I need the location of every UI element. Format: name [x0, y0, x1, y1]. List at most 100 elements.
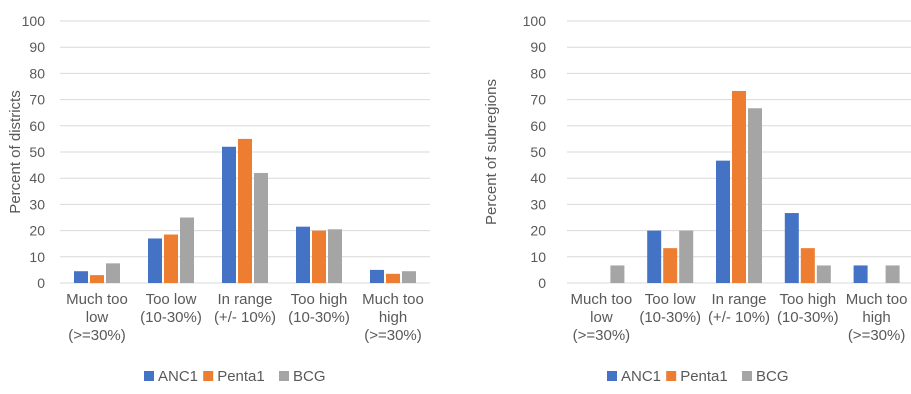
x-category-label-line: (>=30%)	[848, 327, 906, 344]
bar-bcg	[748, 108, 762, 283]
bar-bcg	[816, 265, 831, 283]
bar-anc1	[853, 265, 868, 283]
y-axis-label: Percent of subregions	[483, 79, 500, 225]
x-category-label: Much too low (>=30%)	[66, 291, 128, 344]
legend-swatch-bcg	[742, 371, 752, 381]
bar-penta1	[312, 230, 326, 283]
legend-label-anc1: ANC1	[158, 368, 198, 385]
legend-swatch-penta1	[203, 371, 214, 381]
districts-chart: 0 10 20 30 40 50 60 70 80 90 100 Percent of distric…	[7, 13, 430, 385]
y-tick-label: 60	[530, 118, 546, 134]
x-category-label: Too high (10-30%)	[777, 291, 839, 326]
x-category-label-line: Much too	[846, 291, 908, 308]
legend-swatch-bcg	[279, 371, 289, 381]
x-category-label: Much too high (>=30%)	[846, 291, 908, 344]
x-category-label-line: Much too	[362, 291, 424, 308]
y-axis-label: Percent of districts	[7, 90, 24, 213]
bar-bcg	[885, 265, 900, 283]
x-category-label-line: Much too	[66, 291, 128, 308]
y-tick-label: 40	[530, 170, 546, 186]
y-tick-label: 10	[29, 249, 45, 265]
bar-penta1	[238, 138, 252, 283]
legend-swatch-anc1	[607, 371, 617, 381]
y-tick-label: 70	[530, 92, 546, 108]
bar-bcg	[679, 230, 694, 283]
x-category-label: Too low (10-30%)	[639, 291, 701, 326]
x-category-label-line: (>=30%)	[364, 327, 422, 344]
bar-anc1	[74, 271, 88, 283]
legend-label-bcg: BCG	[756, 368, 789, 385]
x-category-label-line: (+/- 10%)	[214, 309, 276, 326]
x-category-label-line: high	[862, 309, 890, 326]
bar-bcg	[106, 263, 120, 283]
y-tick-label: 70	[29, 92, 45, 108]
x-category-label-line: (10-30%)	[777, 309, 839, 326]
bar-anc1	[716, 160, 730, 283]
y-tick-label: 100	[22, 13, 46, 29]
bar-bcg	[254, 172, 268, 283]
y-tick-label: 90	[29, 39, 45, 55]
x-category-label-line: In range	[217, 291, 272, 308]
y-tick-label: 60	[29, 118, 45, 134]
x-category-label: Much too low (>=30%)	[571, 291, 633, 344]
legend-label-anc1: ANC1	[621, 368, 661, 385]
bar-penta1	[800, 248, 815, 283]
x-category-label: Too high (10-30%)	[288, 291, 350, 326]
bar-bcg	[610, 265, 625, 283]
subregions-chart: 0 10 20 30 40 50 60 70 80 90 100 Percent of subregi…	[483, 13, 911, 385]
y-tick-label: 80	[530, 65, 546, 81]
x-category-label-line: high	[379, 309, 407, 326]
x-category-label-line: (+/- 10%)	[708, 309, 770, 326]
bar-anc1	[647, 230, 662, 283]
y-tick-label: 30	[29, 196, 45, 212]
x-category-label-line: low	[86, 309, 109, 326]
y-tick-label: 40	[29, 170, 45, 186]
bar-bcg	[180, 217, 194, 283]
bar-bcg	[402, 271, 416, 283]
y-tick-label: 20	[530, 223, 546, 239]
y-tick-label: 0	[538, 275, 546, 291]
legend-label-penta1: Penta1	[217, 368, 265, 385]
y-tick-label: 50	[530, 144, 546, 160]
x-category-label: Too low (10-30%)	[140, 291, 202, 326]
bar-anc1	[784, 213, 799, 283]
x-category-label: In range (+/- 10%)	[708, 291, 770, 326]
x-category-label-line: (10-30%)	[288, 309, 350, 326]
x-category-label-line: In range	[711, 291, 766, 308]
bar-penta1	[386, 273, 400, 283]
y-tick-label: 80	[29, 65, 45, 81]
y-tick-label: 10	[530, 249, 546, 265]
y-tick-label: 30	[530, 196, 546, 212]
x-category-label: In range (+/- 10%)	[214, 291, 276, 326]
y-tick-label: 50	[29, 144, 45, 160]
bar-penta1	[732, 90, 746, 283]
x-category-label-line: (>=30%)	[573, 327, 631, 344]
x-category-label-line: Too high	[779, 291, 836, 308]
bar-anc1	[370, 269, 384, 283]
bar-anc1	[222, 146, 236, 283]
bar-penta1	[663, 248, 678, 283]
bar-anc1	[148, 238, 162, 283]
legend-label-penta1: Penta1	[680, 368, 728, 385]
x-category-label-line: Too high	[291, 291, 348, 308]
x-category-label: Much too high (>=30%)	[362, 291, 424, 344]
bar-bcg	[328, 229, 342, 283]
y-tick-label: 20	[29, 223, 45, 239]
x-category-label-line: Too low	[146, 291, 197, 308]
x-category-label-line: Much too	[571, 291, 633, 308]
x-category-label-line: (10-30%)	[140, 309, 202, 326]
x-category-label-line: (10-30%)	[639, 309, 701, 326]
bar-penta1	[164, 234, 178, 283]
bar-penta1	[90, 275, 104, 283]
x-category-label-line: (>=30%)	[68, 327, 126, 344]
y-tick-label: 0	[37, 275, 45, 291]
legend-label-bcg: BCG	[293, 368, 326, 385]
x-category-label-line: Too low	[645, 291, 696, 308]
bar-anc1	[296, 226, 310, 283]
legend-swatch-anc1	[144, 371, 154, 381]
y-tick-label: 90	[530, 39, 546, 55]
legend-swatch-penta1	[666, 371, 677, 381]
x-category-label-line: low	[590, 309, 613, 326]
y-tick-label: 100	[523, 13, 547, 29]
